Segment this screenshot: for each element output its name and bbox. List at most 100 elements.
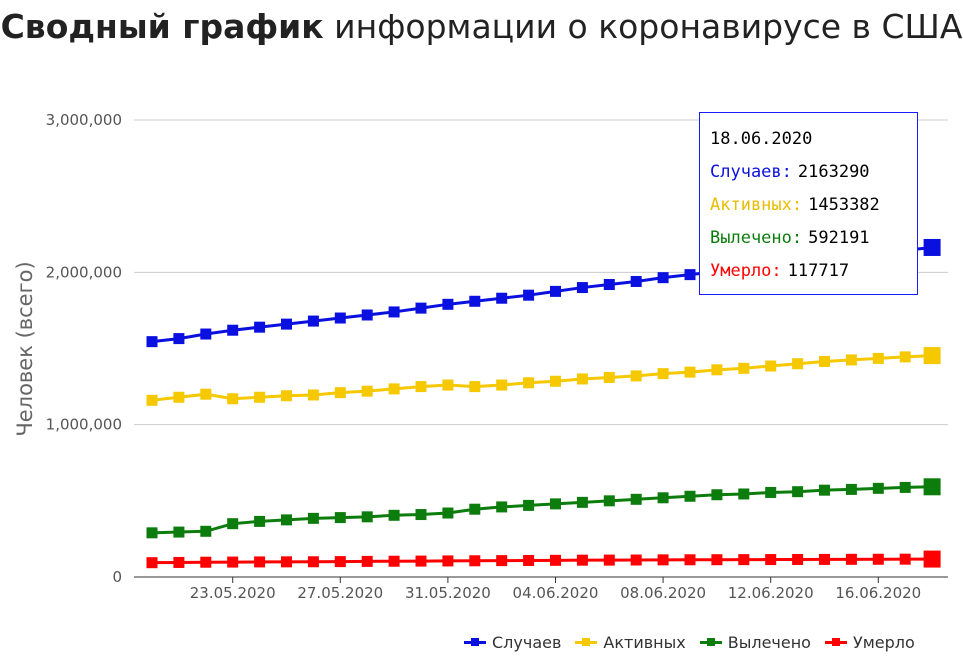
data-point-active[interactable] <box>254 391 266 403</box>
data-point-recovered[interactable] <box>254 515 266 527</box>
data-point-active[interactable] <box>630 370 642 382</box>
data-point-active[interactable] <box>845 354 857 366</box>
data-point-recovered[interactable] <box>819 484 830 496</box>
data-point-active[interactable] <box>792 358 804 370</box>
data-point-deaths[interactable] <box>603 554 615 566</box>
data-point-recovered[interactable] <box>576 496 588 508</box>
data-point-cases[interactable] <box>576 282 588 294</box>
data-point-deaths[interactable] <box>415 555 427 567</box>
data-point-active[interactable] <box>711 364 723 376</box>
data-point-deaths[interactable] <box>361 555 373 567</box>
data-point-recovered[interactable] <box>307 512 319 524</box>
data-point-recovered[interactable] <box>630 493 642 505</box>
data-point-deaths[interactable] <box>657 554 669 566</box>
data-point-deaths[interactable] <box>630 554 642 566</box>
legend-item-recovered[interactable]: Вылечено <box>699 633 811 652</box>
data-point-deaths[interactable] <box>442 555 454 567</box>
data-point-cases[interactable] <box>227 324 239 336</box>
data-point-recovered[interactable] <box>227 518 239 530</box>
data-point-active[interactable] <box>603 371 615 383</box>
data-point-deaths[interactable] <box>899 553 911 565</box>
data-point-cases[interactable] <box>281 318 292 330</box>
data-point-active[interactable] <box>200 388 212 400</box>
data-point-recovered[interactable] <box>923 478 941 496</box>
data-point-active[interactable] <box>765 360 777 372</box>
legend-item-active[interactable]: Активных <box>575 633 686 652</box>
data-point-deaths[interactable] <box>792 553 804 565</box>
data-point-recovered[interactable] <box>442 507 454 519</box>
legend-item-cases[interactable]: Случаев <box>464 633 561 652</box>
data-point-active[interactable] <box>923 347 941 365</box>
data-point-recovered[interactable] <box>523 499 535 511</box>
data-point-active[interactable] <box>173 391 185 403</box>
data-point-active[interactable] <box>388 383 400 395</box>
data-point-active[interactable] <box>469 381 481 393</box>
data-point-deaths[interactable] <box>281 556 292 568</box>
data-point-cases[interactable] <box>657 272 669 284</box>
data-point-recovered[interactable] <box>711 489 723 501</box>
data-point-active[interactable] <box>281 390 292 402</box>
data-point-active[interactable] <box>738 362 750 374</box>
data-point-active[interactable] <box>307 389 319 401</box>
data-point-cases[interactable] <box>254 321 266 333</box>
data-point-recovered[interactable] <box>765 486 777 498</box>
data-point-deaths[interactable] <box>307 556 319 568</box>
data-point-cases[interactable] <box>550 285 561 297</box>
data-point-deaths[interactable] <box>872 553 884 565</box>
data-point-recovered[interactable] <box>281 514 292 526</box>
data-point-active[interactable] <box>334 387 346 399</box>
data-point-cases[interactable] <box>388 306 400 318</box>
data-point-recovered[interactable] <box>792 486 804 498</box>
data-point-cases[interactable] <box>630 275 642 287</box>
legend-item-deaths[interactable]: Умерло <box>824 633 915 652</box>
data-point-deaths[interactable] <box>684 554 696 566</box>
data-point-active[interactable] <box>657 368 669 380</box>
data-point-cases[interactable] <box>523 289 535 301</box>
data-point-recovered[interactable] <box>550 498 561 510</box>
data-point-cases[interactable] <box>603 279 615 291</box>
data-point-cases[interactable] <box>496 292 508 304</box>
data-point-cases[interactable] <box>361 309 373 321</box>
data-point-recovered[interactable] <box>173 526 185 538</box>
data-point-recovered[interactable] <box>684 490 696 502</box>
data-point-cases[interactable] <box>200 328 212 340</box>
data-point-active[interactable] <box>496 379 508 391</box>
data-point-deaths[interactable] <box>173 556 185 568</box>
data-point-active[interactable] <box>819 355 830 367</box>
data-point-active[interactable] <box>550 375 561 387</box>
data-point-active[interactable] <box>684 366 696 378</box>
data-point-deaths[interactable] <box>227 556 239 568</box>
data-point-deaths[interactable] <box>496 555 508 567</box>
data-point-deaths[interactable] <box>711 554 723 566</box>
data-point-cases[interactable] <box>334 312 346 324</box>
data-point-deaths[interactable] <box>576 554 588 566</box>
data-point-active[interactable] <box>872 352 884 364</box>
data-point-deaths[interactable] <box>334 556 346 568</box>
data-point-deaths[interactable] <box>819 553 830 565</box>
data-point-cases[interactable] <box>684 269 696 281</box>
data-point-recovered[interactable] <box>200 525 212 537</box>
data-point-active[interactable] <box>227 393 239 405</box>
data-point-active[interactable] <box>415 381 427 393</box>
data-point-recovered[interactable] <box>603 495 615 507</box>
data-point-recovered[interactable] <box>469 503 481 515</box>
data-point-recovered[interactable] <box>361 511 373 523</box>
data-point-deaths[interactable] <box>765 554 777 566</box>
data-point-cases[interactable] <box>469 295 481 307</box>
data-point-deaths[interactable] <box>254 556 266 568</box>
data-point-cases[interactable] <box>442 298 454 310</box>
data-point-recovered[interactable] <box>657 492 669 504</box>
data-point-deaths[interactable] <box>523 554 535 566</box>
data-point-deaths[interactable] <box>550 554 561 566</box>
data-point-deaths[interactable] <box>738 554 750 566</box>
data-point-active[interactable] <box>146 394 158 406</box>
data-point-deaths[interactable] <box>923 550 941 568</box>
data-point-active[interactable] <box>576 373 588 385</box>
data-point-active[interactable] <box>361 385 373 397</box>
data-point-recovered[interactable] <box>496 501 508 513</box>
data-point-deaths[interactable] <box>146 557 158 569</box>
data-point-recovered[interactable] <box>845 483 857 495</box>
data-point-deaths[interactable] <box>469 555 481 567</box>
data-point-recovered[interactable] <box>388 509 400 521</box>
data-point-recovered[interactable] <box>738 488 750 500</box>
